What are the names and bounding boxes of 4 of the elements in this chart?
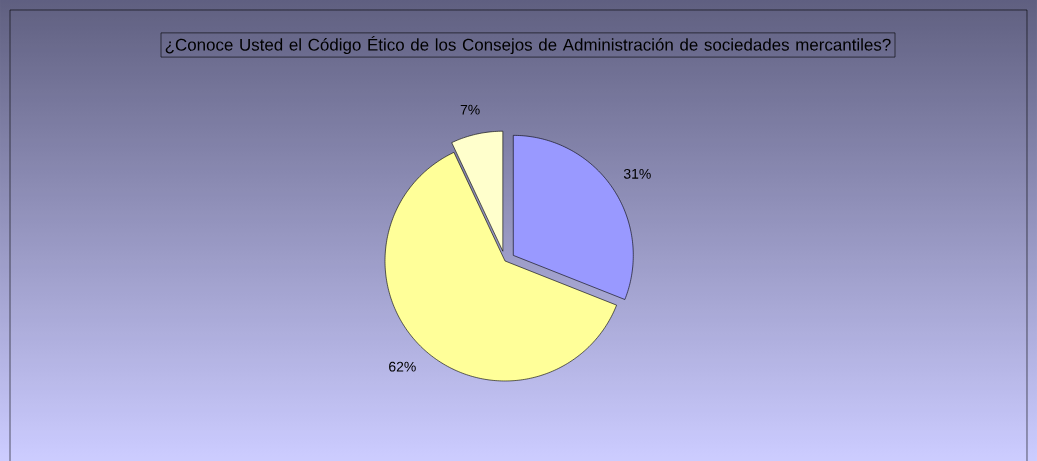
data-label: 31% [623, 168, 651, 179]
chart-title: ¿Conoce Usted el Código Ético de los Consejos de Administración de sociedades mercantiles? [165, 35, 891, 54]
data-label: 7% [460, 104, 480, 115]
data-label: 62% [389, 361, 416, 372]
